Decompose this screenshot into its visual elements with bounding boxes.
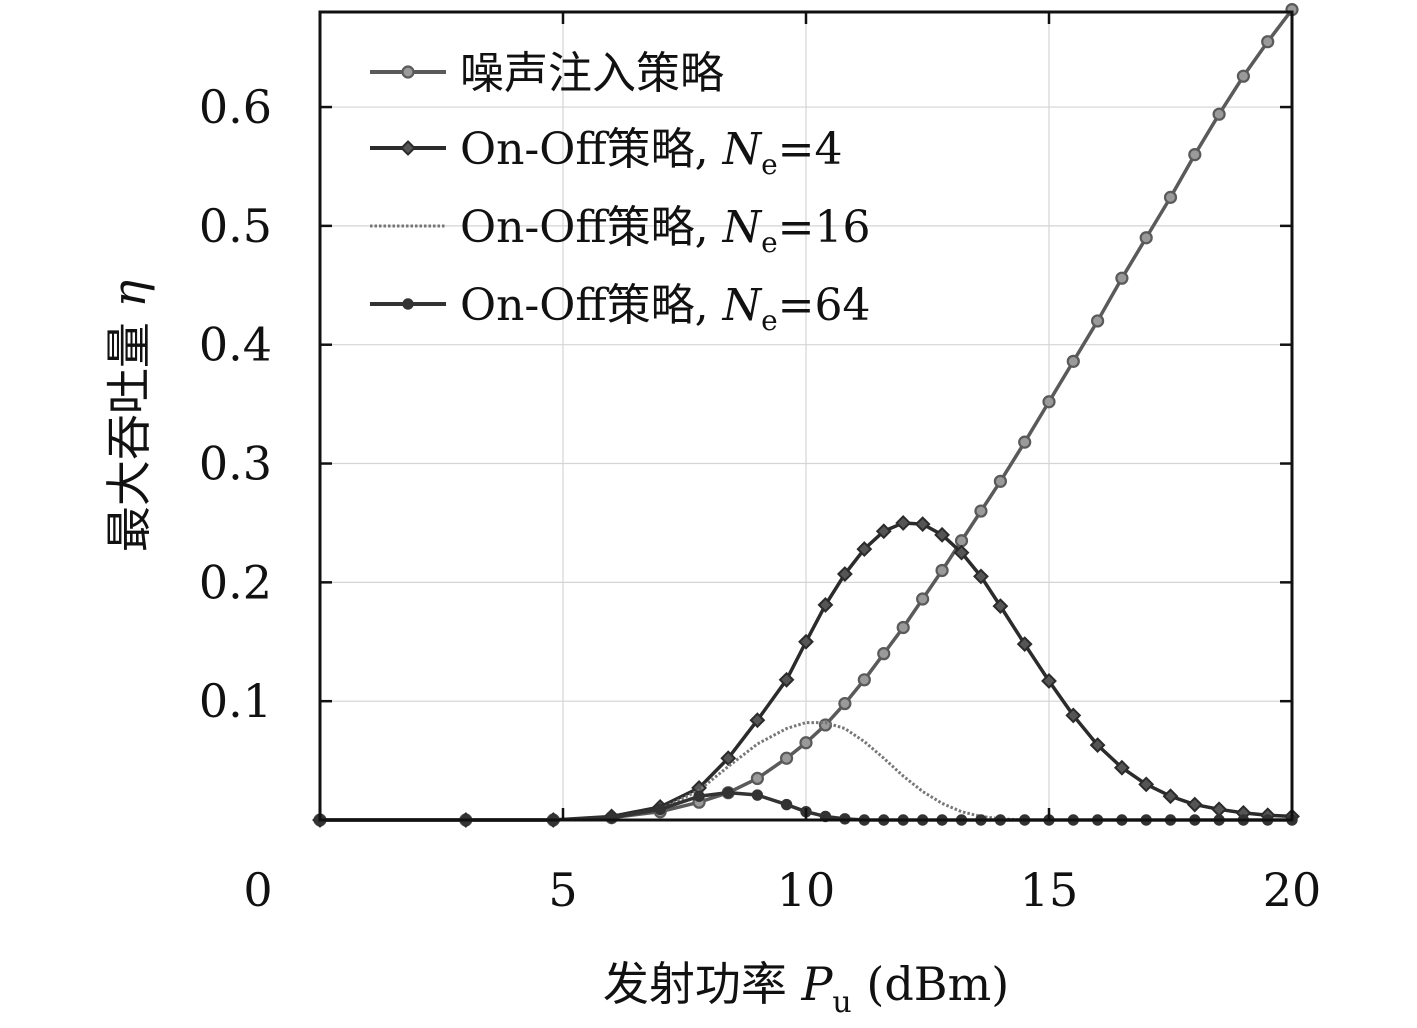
data-point [1212, 107, 1226, 121]
y-tick-label: 0.1 [199, 674, 272, 728]
data-point [895, 515, 912, 531]
y-tick-label: 0.2 [199, 555, 272, 609]
data-point [693, 790, 705, 802]
legend-sub: e [761, 148, 778, 181]
legend-text: On-Off策略, [460, 202, 723, 253]
data-point [973, 568, 989, 585]
data-point [838, 696, 852, 711]
data-point [720, 750, 737, 767]
data-point [1115, 271, 1129, 285]
data-point [1186, 796, 1203, 813]
x-tick-label: 10 [777, 863, 836, 917]
data-point [877, 647, 891, 661]
data-point [856, 541, 873, 557]
legend-label: On-Off策略, Ne=64 [460, 280, 871, 337]
data-point [722, 786, 734, 799]
data-point [779, 751, 794, 765]
data-point [992, 598, 1009, 615]
data-point [875, 523, 892, 540]
data-point [953, 544, 970, 561]
tick-labels: 0 5 10 15 20 0.1 0.2 0.3 0.4 0.5 0.6 [199, 80, 1321, 917]
y-tick-label: 0.4 [199, 318, 272, 372]
legend-item-2: On-Off策略, Ne=4 [370, 124, 843, 181]
y-tick-label: 0.3 [199, 437, 272, 491]
x-tick-label: 0 [243, 863, 272, 917]
data-point [1066, 354, 1080, 368]
data-point [1016, 636, 1033, 653]
y-axis-title: 最大吞吐量 η [102, 279, 156, 552]
legend-value: =4 [778, 124, 843, 175]
legend-var: N [722, 124, 763, 175]
legend-item-4: On-Off策略, Ne=64 [370, 280, 871, 337]
data-point [935, 563, 949, 578]
data-point [1065, 707, 1082, 724]
data-point [1042, 395, 1056, 409]
legend-label: On-Off策略, Ne=4 [460, 124, 843, 181]
data-point [934, 526, 950, 543]
data-point [1041, 673, 1057, 689]
data-point [857, 673, 871, 687]
legend-item-1: 噪声注入策略 [370, 48, 724, 99]
data-point [1089, 737, 1106, 754]
x-tick-label: 5 [548, 863, 577, 917]
data-point [1163, 190, 1178, 204]
legend-var: N [722, 202, 763, 253]
data-point [1018, 435, 1032, 449]
data-point [654, 803, 666, 816]
legend-label: On-Off策略, Ne=16 [460, 202, 871, 259]
data-point [993, 474, 1008, 488]
data-point [1139, 231, 1153, 245]
data-point [1113, 759, 1130, 776]
data-point [798, 633, 814, 650]
x-axis-title: 发射功率 Pu (dBm) [603, 957, 1009, 1020]
data-point [1162, 788, 1179, 805]
data-point [1261, 35, 1275, 49]
legend-text: On-Off策略, [460, 280, 723, 331]
data-point [1138, 776, 1155, 793]
x-tick-label: 20 [1263, 863, 1322, 917]
data-point [778, 671, 795, 688]
legend-swatch-marker [402, 298, 414, 310]
grid [320, 12, 1292, 820]
y-tick-label: 0.6 [199, 80, 272, 134]
data-point [1188, 147, 1202, 162]
legend-item-3: On-Off策略, Ne=16 [370, 202, 871, 259]
legend-label: 噪声注入策略 [460, 48, 724, 99]
data-point [954, 534, 969, 548]
x-tick-label: 15 [1020, 863, 1079, 917]
data-point [780, 798, 793, 811]
legend-sub: e [761, 304, 778, 337]
y-tick-label: 0.5 [199, 199, 272, 253]
data-point [916, 592, 930, 606]
data-point [896, 620, 910, 635]
data-point [914, 516, 931, 533]
data-point [817, 597, 834, 613]
data-point [751, 789, 764, 801]
legend-swatch-marker [401, 65, 415, 79]
legend-value: =64 [778, 280, 871, 331]
legend-text: On-Off策略, [460, 124, 723, 175]
data-point [1236, 69, 1251, 83]
data-point [799, 736, 813, 750]
data-point [836, 566, 853, 582]
data-point [974, 504, 988, 518]
legend-value: =16 [778, 202, 871, 253]
data-point [749, 712, 766, 729]
legend-var: N [722, 280, 763, 331]
data-point [750, 771, 765, 786]
legend-text: 噪声注入策略 [460, 48, 724, 99]
legend-swatch-marker [400, 140, 416, 156]
ticks [318, 12, 1294, 820]
legend-sub: e [761, 226, 778, 259]
data-point [1090, 314, 1105, 328]
